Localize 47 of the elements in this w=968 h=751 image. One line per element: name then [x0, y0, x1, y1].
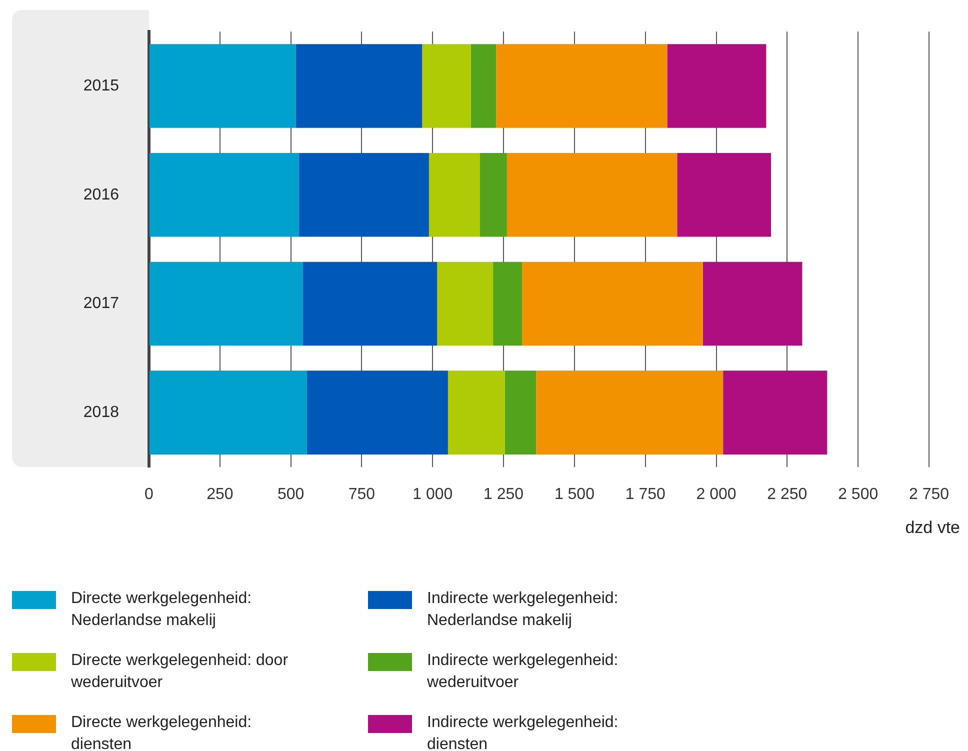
bar: [480, 152, 507, 237]
legend-label: Directe werkgelegenheid: Nederlandse makelij: [71, 589, 253, 631]
bar: [306, 370, 448, 454]
bar: [677, 152, 772, 237]
legend-label: Directe werkgelegenheid: diensten: [71, 713, 253, 751]
bar: [506, 152, 678, 237]
legend-label: Directe werkgelegenheid: door wederuitvoer: [71, 651, 290, 693]
bar: [723, 370, 828, 454]
y-tick-label: 2018: [83, 404, 120, 421]
x-tick-label: 500: [277, 486, 304, 504]
bar: [504, 370, 536, 454]
x-tick-label: 1 750: [625, 486, 666, 504]
y-tick-label: 2017: [83, 295, 120, 312]
legend-label: Indirecte werkgelegenheid: Nederlandse makelij: [427, 589, 620, 631]
x-tick-label: 750: [348, 486, 376, 504]
x-tick-label: 250: [206, 486, 234, 504]
bar: [299, 152, 429, 237]
bar: [667, 44, 766, 128]
bar: [448, 370, 505, 454]
x-tick-label: 2 500: [838, 486, 878, 504]
bar: [702, 262, 802, 346]
bar: [428, 152, 480, 237]
bar: [150, 370, 307, 454]
bar: [296, 44, 422, 128]
bar: [303, 262, 438, 346]
legend-label: Indirecte werkgelegenheid: diensten: [427, 713, 620, 751]
bar: [422, 44, 471, 128]
x-tick-label: 1 000: [412, 486, 453, 504]
bar: [493, 262, 522, 346]
y-tick-label: 2015: [83, 77, 120, 94]
bar: [496, 44, 668, 128]
bar: [150, 262, 304, 346]
x-tick-label: 0: [144, 486, 154, 504]
y-tick-label: 2016: [83, 186, 120, 204]
bar: [150, 152, 300, 237]
x-axis-title: dzd vte: [905, 518, 960, 538]
x-tick-label: 2 750: [908, 486, 950, 504]
bar: [522, 262, 703, 346]
bar: [536, 370, 724, 454]
legend-label: Indirecte werkgelegenheid: wederuitvoer: [427, 651, 620, 693]
x-tick-label: 2 000: [696, 486, 736, 504]
x-tick-label: 2 250: [767, 486, 808, 504]
x-tick-label: 1 250: [484, 486, 524, 504]
bar: [150, 44, 296, 128]
bar: [437, 262, 494, 346]
bar: [470, 44, 496, 128]
x-tick-label: 1 500: [554, 486, 595, 504]
